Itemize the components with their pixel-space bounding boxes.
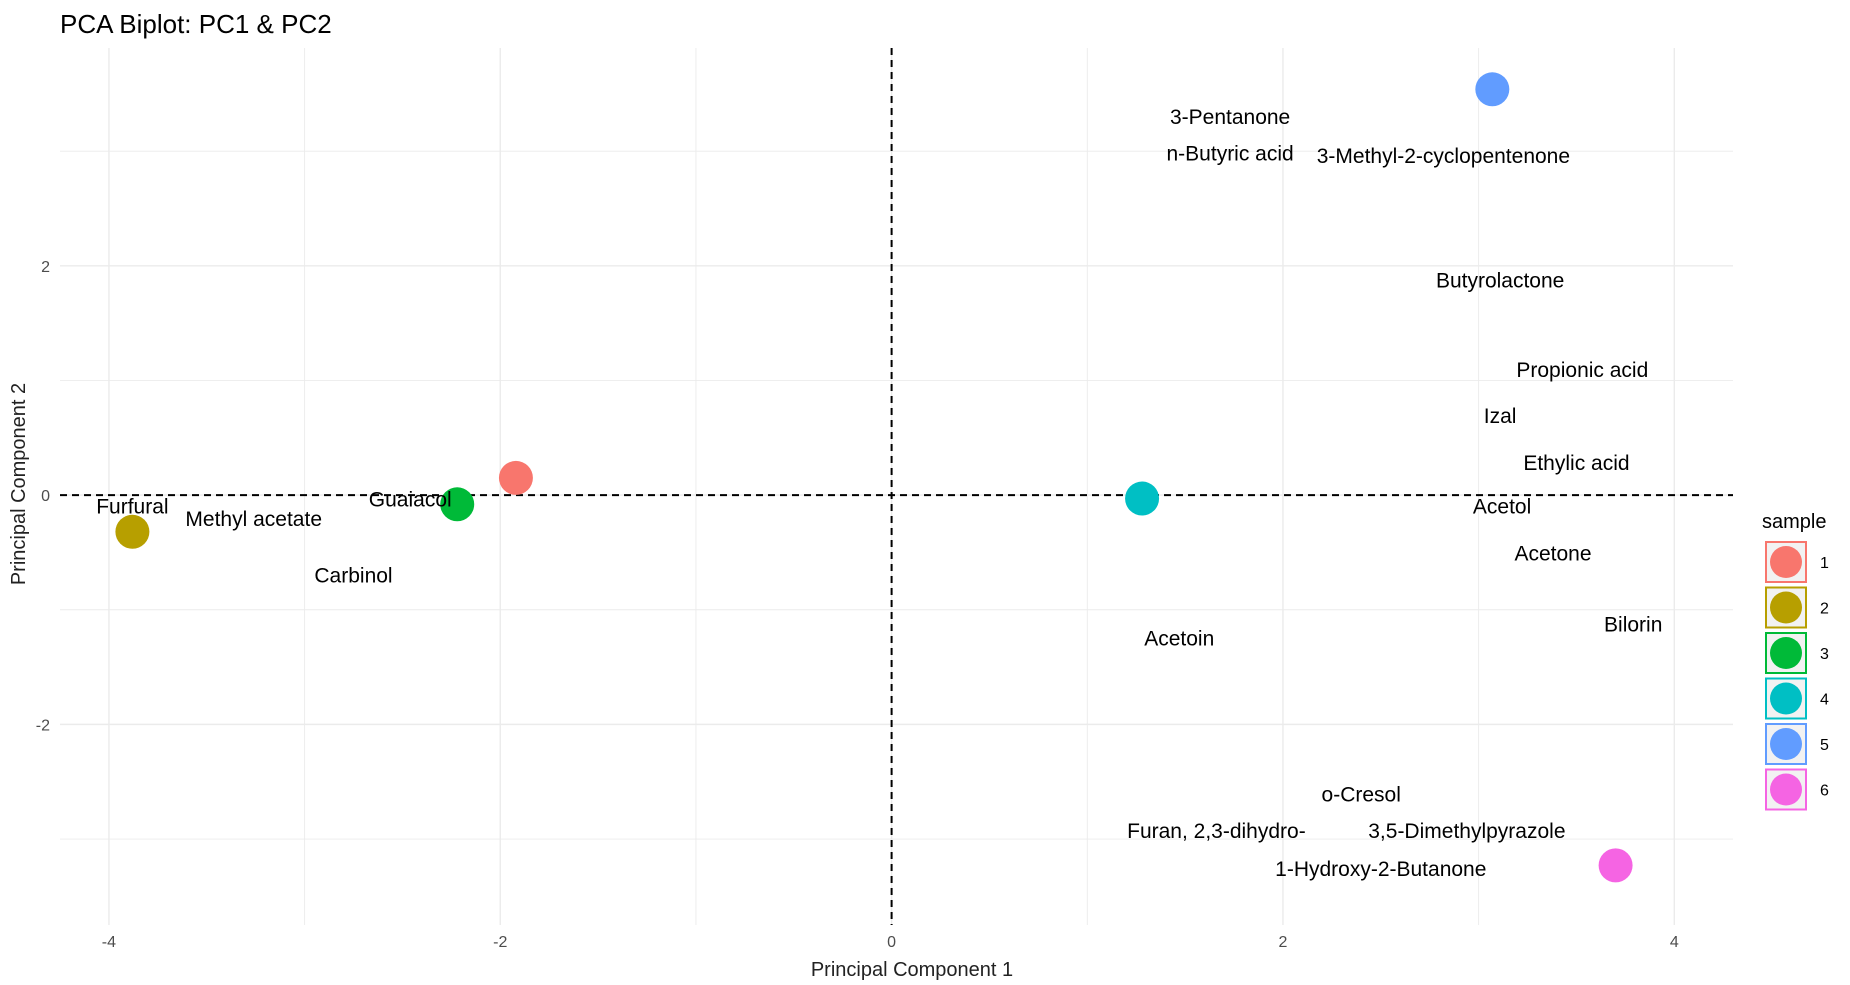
variable-label: Carbinol [314,564,392,587]
x-tick-label: -2 [493,934,507,951]
legend-title: sample [1762,511,1826,533]
variable-label: Bilorin [1604,614,1662,637]
y-tick-label: -2 [36,717,50,734]
legend-swatch [1770,591,1802,624]
legend-label: 3 [1820,646,1829,663]
grid [60,48,1733,925]
legend-entry-5: 5 [1765,723,1829,765]
x-tick-label: 2 [1279,934,1288,951]
x-axis-title: Principal Component 1 [811,959,1013,981]
legend-entry-3: 3 [1765,632,1829,674]
legend-label: 4 [1820,692,1829,709]
legend-entry-2: 2 [1765,586,1829,629]
legend-label: 1 [1820,555,1829,572]
variable-label: Furan, 2,3-dihydro- [1127,820,1306,843]
y-axis-title: Principal Component 2 [8,383,30,585]
variable-label: Guaiacol [369,489,452,512]
variable-label: o-Cresol [1322,783,1401,806]
variable-label: Methyl acetate [185,508,322,531]
sample-point-3 [440,487,475,522]
legend-swatch [1770,546,1802,578]
y-tick-label: 2 [41,259,50,276]
x-tick-label: 0 [887,934,896,951]
variable-label: 3-Methyl-2-cyclopentenone [1317,145,1570,168]
legend-swatch [1770,637,1802,669]
tick-labels: -4 -2 0 2 4 -2 0 2 [36,259,1679,951]
reference-lines [60,48,1733,925]
legend-swatch [1770,773,1802,806]
legend-entry-4: 4 [1765,677,1829,720]
sample-point-6 [1598,848,1633,883]
variable-label: 3-Pentanone [1170,106,1290,129]
variable-label: Propionic acid [1516,359,1648,382]
legend-label: 6 [1820,783,1829,800]
variable-label: n-Butyric acid [1167,142,1294,165]
legend-swatch [1770,682,1802,715]
y-tick-label: 0 [41,488,50,505]
variable-label: Acetol [1473,496,1531,519]
variable-label: 3,5-Dimethylpyrazole [1368,820,1565,843]
variable-label: 1-Hydroxy-2-Butanone [1275,858,1486,881]
variable-label: Butyrolactone [1436,270,1564,293]
legend: sample 1 2 3 4 5 6 [1762,511,1829,811]
legend-label: 2 [1820,601,1829,618]
sample-point-4 [1125,481,1160,516]
variable-labels: 3-Pentanone n-Butyric acid 3-Methyl-2-cycl… [96,106,1662,881]
variable-label: Ethylic acid [1523,452,1629,475]
chart-title: PCA Biplot: PC1 & PC2 [60,9,332,39]
legend-entry-1: 1 [1765,541,1829,583]
variable-label: Izal [1484,405,1517,428]
sample-point-2 [115,514,150,549]
sample-point-5 [1475,72,1510,107]
x-tick-label: -4 [102,934,116,951]
sample-point-1 [498,460,533,495]
legend-entry-6: 6 [1765,768,1829,811]
variable-label: Furfural [96,496,168,519]
x-tick-label: 4 [1670,934,1679,951]
legend-label: 5 [1820,737,1829,754]
legend-swatch [1770,728,1802,760]
variable-label: Acetone [1514,543,1591,566]
variable-label: Acetoin [1144,627,1214,650]
sample-points [115,72,1633,883]
